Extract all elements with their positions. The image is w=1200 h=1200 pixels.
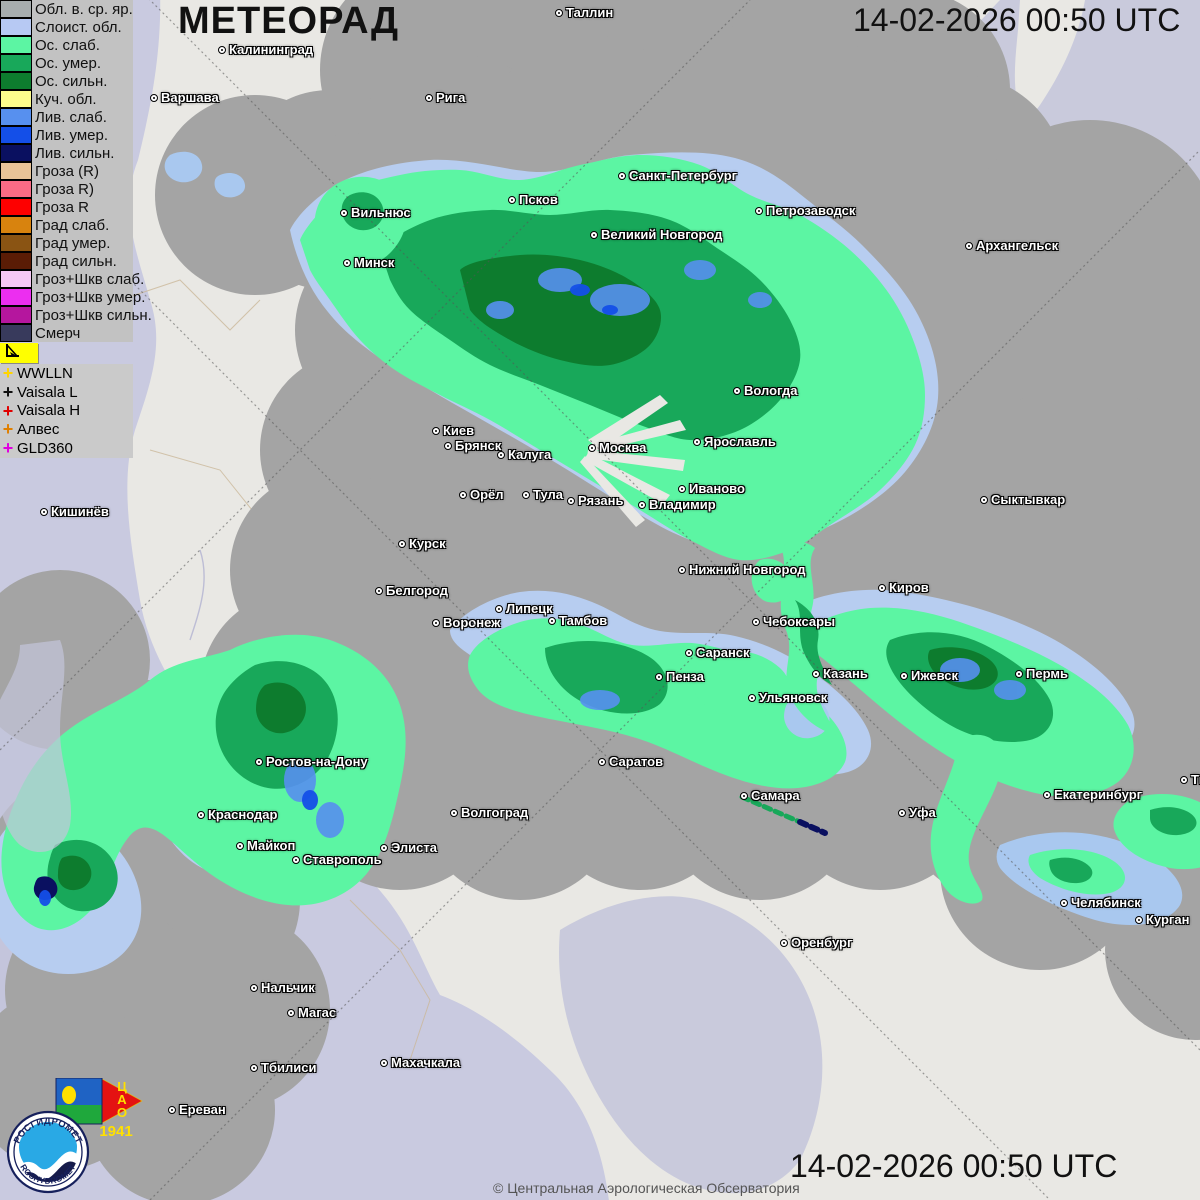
svg-text:1941: 1941: [99, 1123, 132, 1140]
svg-text:О: О: [117, 1105, 127, 1120]
